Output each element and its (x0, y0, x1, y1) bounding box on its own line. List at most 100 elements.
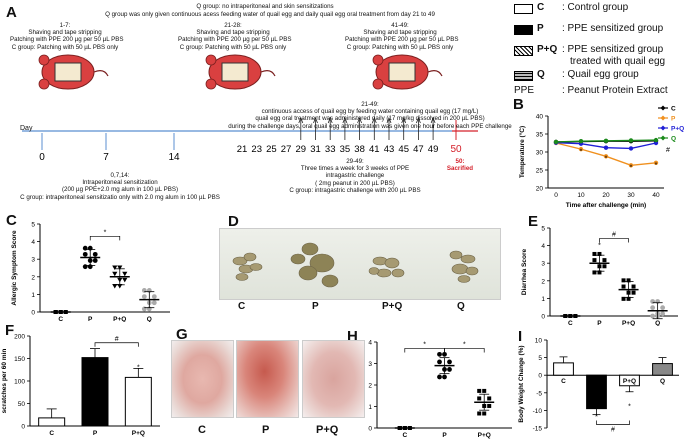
panel-letter-i: I (518, 328, 523, 345)
legend-key-pq: P+Q (537, 44, 558, 55)
y-tick-label: 2 (541, 278, 545, 285)
data-point (92, 251, 98, 257)
mouse-tail (93, 70, 109, 77)
legend-desc-q: : Quail egg group (562, 69, 639, 80)
significance-bracket (404, 348, 445, 353)
significance-bracket (89, 235, 121, 241)
x-tick-label: Q (147, 316, 152, 322)
challenge-arrowhead (386, 116, 392, 124)
y-tick-label: 30 (536, 150, 544, 157)
data-point (487, 403, 492, 408)
legend-swatch-c (514, 4, 533, 14)
data-point (631, 284, 636, 289)
series-point (603, 154, 609, 159)
legend-key-p: P (537, 23, 544, 34)
skin-photo-c (171, 340, 234, 418)
day-label-50: 50 (450, 144, 462, 155)
ig-challenge-text: 29-49: Three times a week for 3 weeks of … (289, 158, 421, 194)
y-tick-label: 2 (368, 383, 372, 390)
data-point (621, 284, 626, 289)
bar-P+Q (124, 376, 152, 427)
x-tick-label: 30 (627, 192, 635, 199)
data-point (437, 359, 442, 365)
day-label: Day (20, 125, 33, 132)
day-label-38: 38 (354, 144, 365, 155)
y-tick-label: 3 (541, 261, 545, 268)
mouse-tail (427, 70, 443, 77)
legend-desc-c: : Control group (562, 2, 629, 13)
panel-letter-c: C (6, 212, 17, 229)
significance-mark: * (630, 165, 633, 172)
y-tick-label: 150 (14, 356, 25, 363)
y-tick-label: 3 (31, 257, 35, 264)
x-tick-label: P (594, 378, 599, 385)
panel-letter-a: A (6, 4, 17, 21)
data-point (151, 294, 157, 299)
mouse-ear (372, 54, 384, 66)
mouse-ear (38, 78, 50, 90)
chart-b-temperature: 20 25 30 35 40 Temperature (°C) 0 10 20 30 40 Time … (518, 105, 684, 209)
box3-text: 41-49: Shaving and tape stripping Patchin… (345, 22, 459, 51)
challenge-arrowhead (416, 116, 421, 124)
oral-treatment-text: 21-49: continuous access of quail egg by … (228, 101, 512, 130)
mouse-illustration (205, 54, 276, 90)
chart-c-allergic-symptom: 0 1 2 3 4 5 Allergic Symptom Score C P P+Q Q * (11, 222, 170, 322)
challenge-arrowhead (371, 116, 377, 124)
data-point (592, 258, 597, 263)
day-label-29: 29 (296, 144, 307, 155)
day-label-21: 21 (237, 144, 248, 155)
data-point (82, 245, 88, 251)
x-tick-label: Q (655, 320, 660, 326)
significance-mark: * (598, 242, 601, 249)
y-tick-label: 0 (538, 373, 542, 380)
x-tick-label: P (93, 430, 98, 437)
panel-letter-h: H (347, 328, 358, 345)
mouse-illustration (372, 54, 443, 90)
significance-mark: # (115, 336, 119, 343)
x-tick-label: 20 (602, 192, 610, 199)
day-label-7: 7 (103, 152, 109, 163)
ip-sensitization-text: 0,7,14: Intraperitoneal sensitization (20… (20, 172, 220, 201)
significance-bracket (599, 238, 629, 243)
legend-desc-p: : PPE sensitized group (562, 23, 664, 34)
sacrifice-text: 50: Sacrified (446, 158, 474, 173)
series-point (603, 138, 609, 144)
photo-d-label-p: P (312, 301, 319, 312)
y-tick-label: -10 (533, 408, 543, 415)
photo-d-label-pq: P+Q (382, 301, 403, 312)
day-label-45: 45 (398, 144, 409, 155)
legend-marker (660, 135, 666, 141)
day-label-41: 41 (369, 144, 380, 155)
legend-label: C (671, 106, 676, 113)
data-point (482, 411, 487, 416)
day-label-47: 47 (413, 144, 424, 155)
data-point (592, 270, 597, 275)
data-point (442, 351, 447, 357)
series-point (628, 163, 634, 168)
significance-mark: * (628, 404, 631, 411)
y-tick-label: 4 (541, 243, 545, 250)
significance-mark: * (137, 364, 140, 371)
mouse-ear (205, 54, 217, 66)
legend-marker (660, 115, 666, 121)
significance-mark: * (595, 414, 598, 421)
mouse-ear (38, 54, 50, 66)
x-tick-label: P (88, 316, 93, 322)
legend-swatch-p (514, 25, 533, 35)
day-label-49: 49 (428, 144, 439, 155)
x-tick-label: C (561, 378, 566, 385)
skin-patch (388, 62, 416, 82)
day-label-25: 25 (266, 144, 277, 155)
chart-f-scratches: 0 50 100 150 200 scratches per 60 min C P P+Q # * (1, 334, 160, 437)
data-point (660, 311, 666, 317)
y-tick-label: 1 (541, 296, 545, 303)
significance-mark: * (580, 148, 583, 155)
chart-i-body-weight: -15 -10 -5 0 5 10 Body Weight Change (%) C P P+Q Q… (518, 338, 679, 433)
bar-C (38, 417, 66, 427)
x-tick-label: C (402, 432, 407, 439)
challenge-arrowhead (327, 116, 333, 124)
legend-label: P+Q (671, 126, 684, 133)
y-tick-label: 40 (536, 114, 544, 121)
legend-key-c: C (537, 2, 545, 13)
series-point (653, 137, 659, 143)
